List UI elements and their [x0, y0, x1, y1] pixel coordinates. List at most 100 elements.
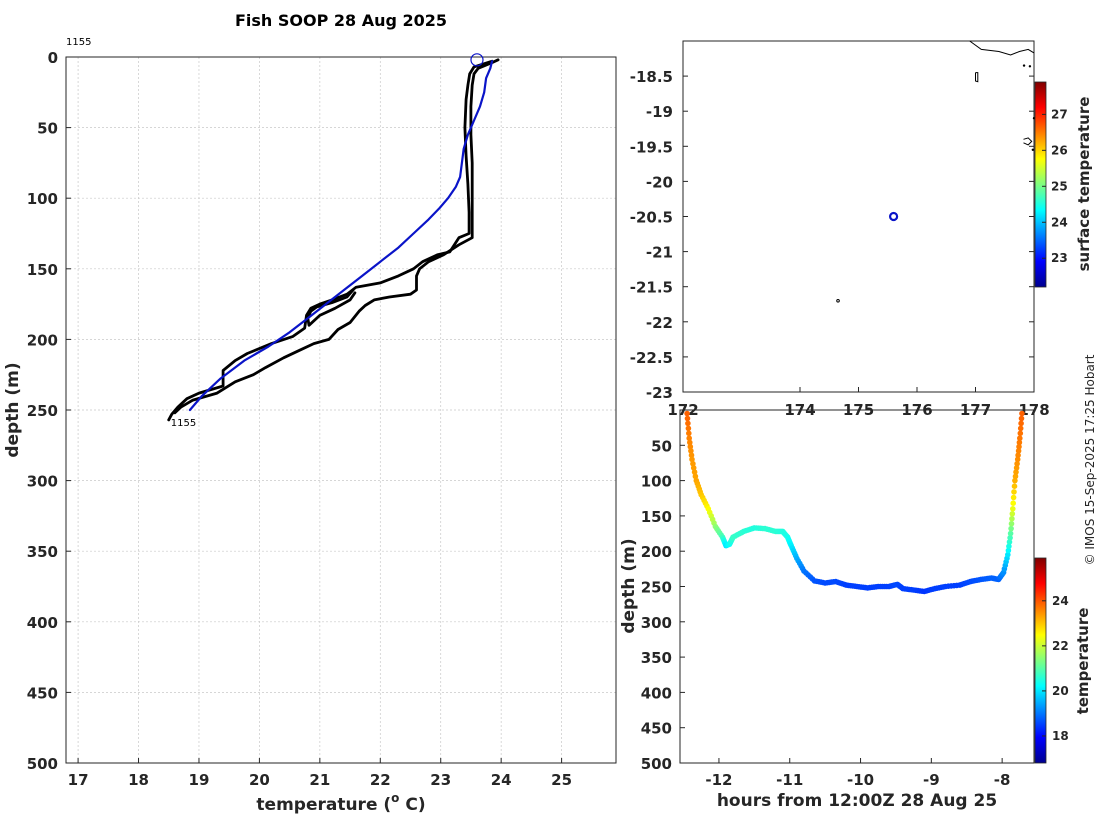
track-point	[684, 410, 690, 417]
map-y-ticks: -18.5 -19 -19.5 -20 -20.5 -21 -21.5 -22 -22.5 -23	[630, 68, 1034, 402]
coastline-segment	[1023, 137, 1033, 146]
chart-title: Fish SOOP 28 Aug 2025	[235, 11, 447, 30]
surface-colorbar-tick-label: 23	[1051, 251, 1068, 265]
profile-x-tick-label: 24	[491, 771, 512, 789]
profile-line-black-profile-a	[167, 59, 494, 422]
xlabel-degree: o	[391, 791, 399, 805]
track-x-ticks: -12 -11 -10 -9 -8	[705, 758, 1010, 789]
profile-y-tick-label: 0	[48, 49, 58, 67]
map-y-tick-label: -18.5	[630, 68, 673, 86]
map-y-tick-label: -19	[646, 103, 673, 121]
profile-y-tick-label: 400	[27, 614, 58, 632]
profile-axes-box	[65, 56, 617, 764]
map-y-tick-label: -22.5	[630, 349, 673, 367]
track-point	[1007, 535, 1013, 541]
map-y-tick-label: -21.5	[630, 279, 673, 297]
track-point	[1016, 439, 1023, 446]
track-point	[1013, 465, 1020, 471]
track-y-tick-label: 150	[641, 508, 672, 526]
track-point	[689, 456, 695, 463]
track-point	[1011, 483, 1018, 490]
map-y-tick-label: -22	[646, 314, 673, 332]
profile-y-ticks: 0 50 100 150 200 250 300 350 400 450 500	[27, 49, 71, 773]
surface-colorbar-label: surface temperature	[1075, 97, 1093, 272]
surface-colorbar-tick-label: 26	[1051, 143, 1068, 157]
track-y-tick-label: 100	[641, 473, 672, 491]
track-x-tick-label: -9	[923, 771, 940, 789]
track-point	[688, 448, 694, 454]
profile-x-tick-label: 19	[189, 771, 210, 789]
profile-x-ticks: 17 18 19 20 21 22 23 24 25	[68, 758, 572, 789]
temperature-colorbar	[1034, 557, 1047, 764]
track-point	[687, 443, 694, 450]
track-point	[1018, 420, 1024, 427]
track-point	[1012, 473, 1019, 480]
profile-y-tick-label: 450	[27, 684, 58, 702]
track-point	[1010, 494, 1017, 501]
profile-line-blue-profile	[188, 60, 494, 412]
track-point	[1008, 520, 1015, 527]
track-x-tick-label: -12	[705, 771, 732, 789]
track-point	[1017, 430, 1024, 437]
track-point	[1014, 460, 1020, 467]
track-point	[687, 439, 693, 446]
coastline-segment	[969, 40, 1035, 56]
track-point	[1013, 469, 1019, 475]
temperature-colorbar-tick-label: 18	[1052, 729, 1069, 743]
track-point	[1010, 500, 1016, 507]
map-panel: 172 174 175 176 177 178 -18.5-19-19.5-20-20.5…	[630, 40, 1093, 419]
coast-islet-dot	[1031, 148, 1035, 152]
track-point	[1015, 448, 1022, 454]
coast-islet-dot	[1022, 64, 1026, 67]
temperature-colorbar-tick-label: 20	[1052, 684, 1069, 698]
temperature-colorbar-ticks: 18 20 22 24	[1042, 594, 1069, 743]
track-point	[1008, 525, 1014, 532]
track-y-tick-label: 500	[641, 755, 672, 773]
track-point	[1009, 515, 1015, 522]
surface-colorbar-tick-label: 25	[1051, 179, 1068, 193]
temperature-colorbar-tick-label: 24	[1052, 594, 1069, 608]
profile-y-tick-label: 100	[27, 190, 58, 208]
track-point	[688, 452, 695, 459]
track-point	[1014, 456, 1021, 463]
track-x-tick-label: -8	[994, 771, 1011, 789]
profile-x-tick-label: 25	[551, 771, 572, 789]
profile-y-tick-label: 250	[27, 402, 58, 420]
surface-colorbar-tick-label: 24	[1051, 215, 1068, 229]
track-y-tick-label: 200	[641, 543, 672, 561]
coastline-segment	[975, 72, 979, 83]
xlabel-main: temperature (	[256, 795, 391, 815]
track-panel: -12 -11 -10 -9 -8 50 100 150 200 250 300 350 400 450…	[619, 409, 1092, 811]
track-point	[1018, 415, 1025, 422]
track-y-tick-label: 50	[651, 437, 672, 455]
track-point	[691, 469, 698, 475]
track-point	[1006, 543, 1012, 550]
profile-x-tick-label: 23	[430, 771, 451, 789]
profile-end-label: 1155	[171, 418, 196, 429]
track-point	[686, 435, 692, 442]
track-y-tick-label: 250	[641, 579, 672, 597]
track-point	[1007, 530, 1014, 537]
coast-islet-dot	[1028, 65, 1032, 68]
profile-y-tick-label: 350	[27, 543, 58, 561]
profile-x-tick-label: 17	[68, 771, 89, 789]
track-x-tick-label: -11	[776, 771, 803, 789]
track-point	[690, 465, 697, 471]
surface-marker	[470, 53, 484, 67]
map-axes-box	[682, 40, 1035, 393]
track-y-tick-label: 350	[641, 649, 672, 667]
track-y-ticks: 50 100 150 200 250 300 350 400 450 500	[641, 437, 685, 773]
map-y-tick-label: -19.5	[630, 138, 673, 156]
profile-y-axis-label: depth (m)	[3, 362, 23, 457]
profile-y-tick-label: 200	[27, 331, 58, 349]
track-point	[1011, 489, 1017, 495]
profile-panel: 17 18 19 20 21 22 23 24 25 0 50 100 150 200 250 300 350…	[3, 11, 617, 815]
profile-lines	[167, 58, 500, 422]
profile-x-tick-label: 21	[309, 771, 330, 789]
profile-x-tick-label: 18	[128, 771, 149, 789]
surface-temperature-colorbar	[1034, 81, 1047, 288]
profile-line-black-loop	[306, 288, 357, 327]
track-point	[692, 473, 699, 480]
temperature-colorbar-label: temperature	[1074, 608, 1092, 715]
track-point	[1017, 435, 1023, 442]
